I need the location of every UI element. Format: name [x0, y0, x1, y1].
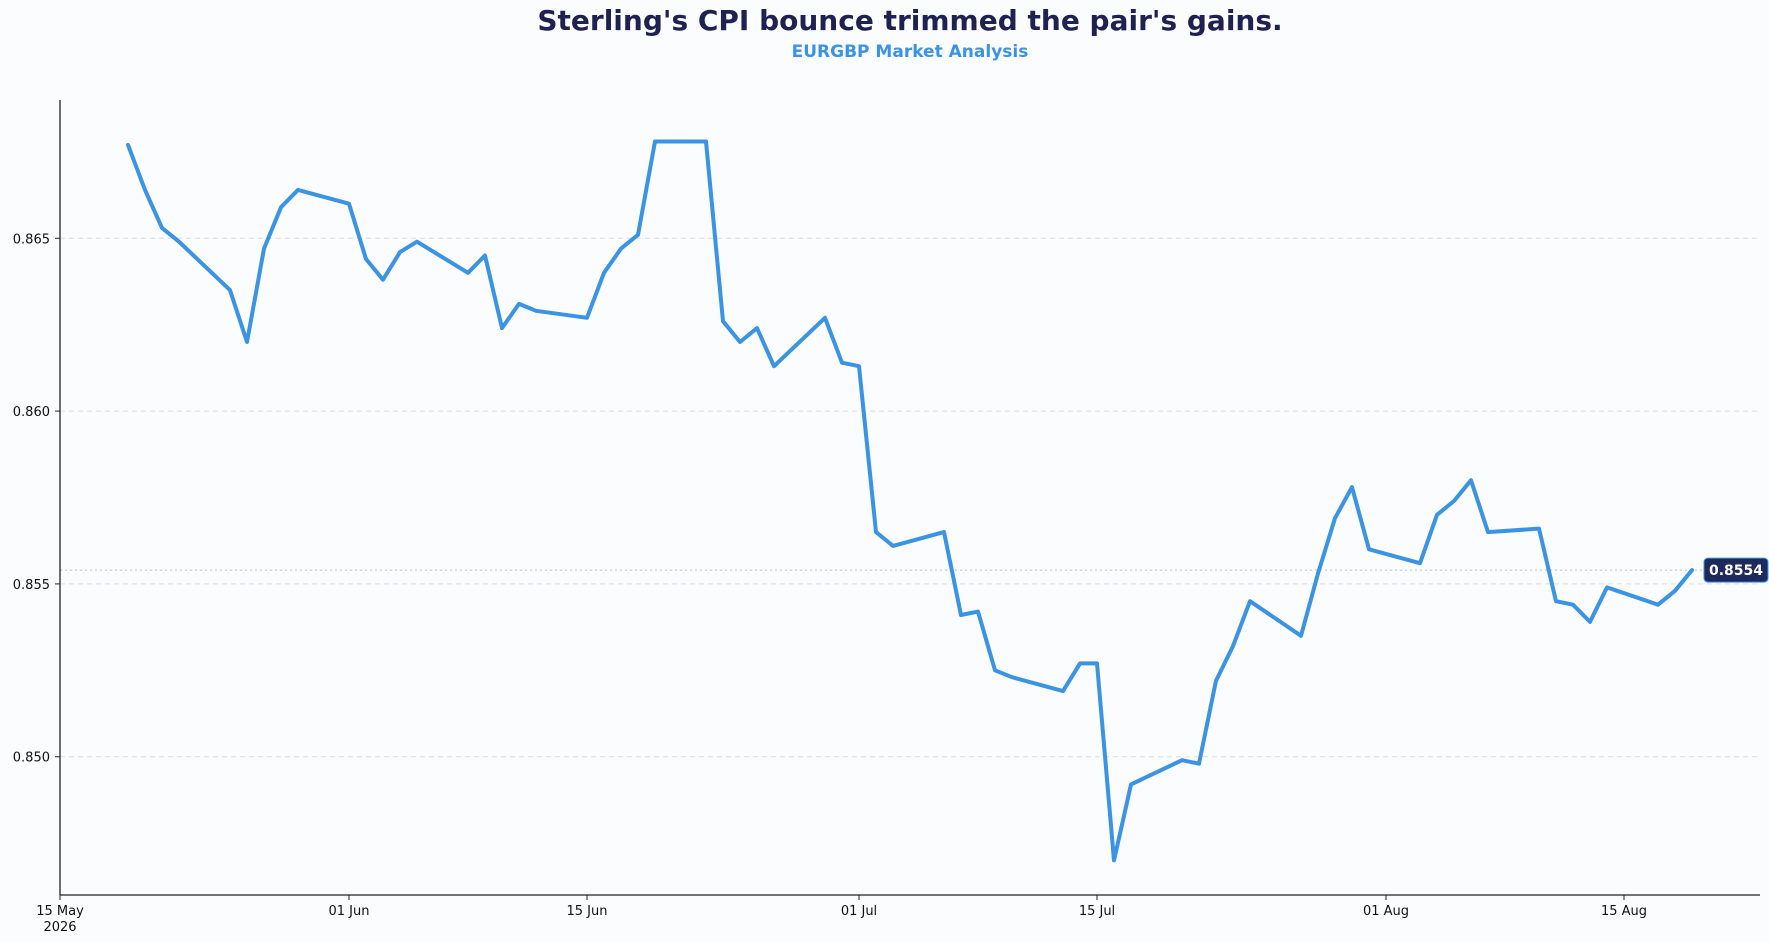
grid-lines [60, 237, 1760, 758]
x-tick-label: 15 Aug [1601, 904, 1647, 919]
y-tick-label: 0.865 [13, 232, 50, 247]
chart-title: Sterling's CPI bounce trimmed the pair's… [537, 4, 1283, 37]
x-tick-label: 15 Jul [1079, 904, 1115, 919]
last-value-label: 0.8554 [1709, 563, 1763, 579]
x-tick-label: 01 Aug [1363, 904, 1409, 919]
last-value-badge-bg [1703, 557, 1769, 583]
chart-subtitle: EURGBP Market Analysis [791, 42, 1029, 62]
eurgbp-line [126, 139, 1694, 863]
x-tick-label: 15 May [36, 904, 84, 919]
x-tick-sublabel: 2026 [43, 920, 76, 935]
x-tick-label: 15 Jun [567, 904, 608, 919]
last-value-badge: 0.8554 [1703, 557, 1769, 583]
axes [55, 100, 1760, 900]
y-tick-label: 0.860 [13, 405, 50, 420]
x-tick-label: 01 Jul [841, 904, 877, 919]
series-line [126, 139, 1694, 863]
y-tick-label: 0.855 [13, 578, 50, 593]
x-tick-label: 01 Jun [329, 904, 370, 919]
y-tick-label: 0.850 [13, 751, 50, 766]
